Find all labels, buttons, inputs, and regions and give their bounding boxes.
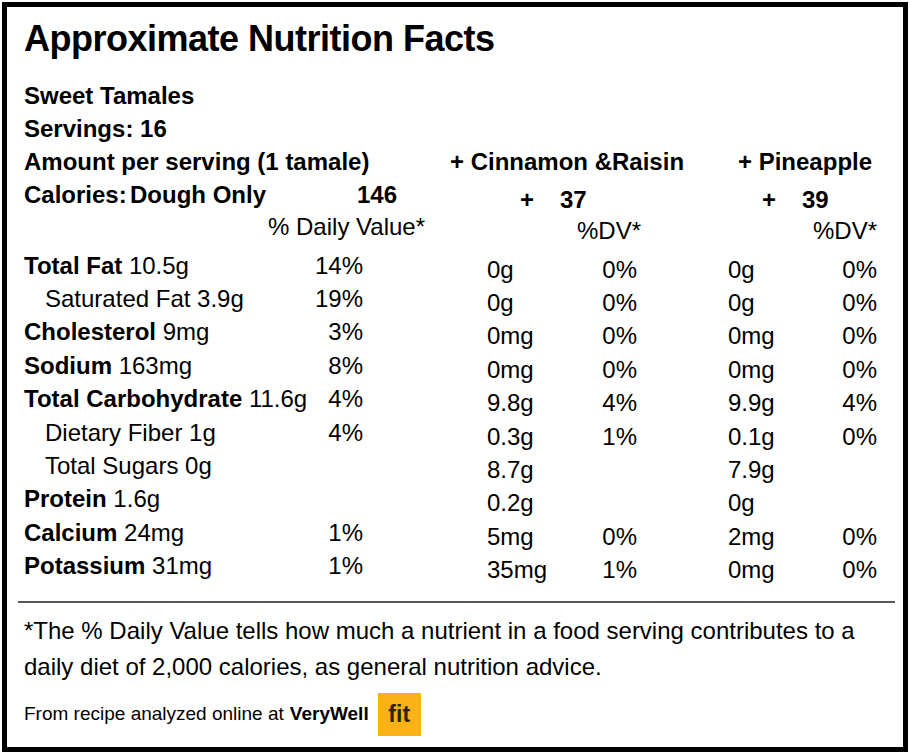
verywellfit-logo-badge: fit bbox=[378, 693, 421, 736]
nutrient-name: Saturated Fat bbox=[45, 285, 190, 312]
page-title: Approximate Nutrition Facts bbox=[24, 15, 903, 63]
cinnamon-amount: 0mg bbox=[487, 356, 577, 384]
nutrient-name: Total Carbohydrate bbox=[24, 385, 242, 412]
pineapple-amount: 0g bbox=[728, 489, 818, 517]
cinnamon-dv: 0% bbox=[577, 256, 637, 284]
nutrient-dv: 19% bbox=[287, 285, 363, 313]
calories-value: 146 bbox=[357, 178, 397, 211]
cinnamon-dv-header: %DV* bbox=[577, 215, 641, 247]
cinnamon-dv: 0% bbox=[577, 322, 637, 350]
source-brand: VeryWell bbox=[290, 703, 369, 725]
amount-per-serving-label: Amount per serving (1 tamale) bbox=[24, 145, 369, 178]
pineapple-dv: 4% bbox=[818, 389, 877, 417]
source-line: From recipe analyzed online at VeryWell … bbox=[24, 693, 903, 736]
daily-value-footnote: *The % Daily Value tells how much a nutr… bbox=[24, 603, 903, 685]
nutrient-amount: 163mg bbox=[119, 352, 192, 379]
pineapple-amount: 0mg bbox=[728, 322, 818, 350]
daily-value-header: % Daily Value* bbox=[268, 211, 425, 243]
nutrient-name: Dietary Fiber bbox=[45, 419, 182, 446]
cinnamon-amount: 35mg bbox=[487, 556, 577, 584]
pineapple-dv: 0% bbox=[818, 256, 877, 284]
calories-label: Calories: bbox=[24, 178, 127, 211]
nutrient-dv: 1% bbox=[287, 519, 363, 547]
pineapple-amount: 0.1g bbox=[728, 423, 818, 451]
pineapple-dv-header: %DV* bbox=[813, 215, 877, 247]
daily-value-header-row: % Daily Value* %DV* %DV* bbox=[24, 211, 903, 243]
table-row-total-sugars: Total Sugars 0g 8.7g 7.9g bbox=[24, 449, 903, 482]
variant-cinnamon-raisin-header: + Cinnamon &Raisin bbox=[450, 145, 684, 178]
table-row-total-carbohydrate: Total Carbohydrate 11.6g 4% 9.8g 4% 9.9g… bbox=[24, 383, 903, 416]
table-row-sodium: Sodium 163mg 8% 0mg 0% 0mg 0% bbox=[24, 349, 903, 382]
cinnamon-dv: 4% bbox=[577, 389, 637, 417]
pineapple-amount: 0mg bbox=[728, 556, 818, 584]
cinnamon-amount: 0.3g bbox=[487, 423, 577, 451]
cinnamon-dv: 1% bbox=[577, 423, 637, 451]
nutrient-dv: 1% bbox=[287, 552, 363, 580]
servings-line: Servings: 16 bbox=[24, 112, 903, 145]
nutrient-amount: 1g bbox=[189, 419, 216, 446]
amount-per-serving-row: Amount per serving (1 tamale) + Cinnamon… bbox=[24, 145, 903, 178]
product-name: Sweet Tamales bbox=[24, 79, 903, 112]
nutrient-name: Calcium bbox=[24, 519, 117, 546]
cinnamon-amount: 0g bbox=[487, 256, 577, 284]
nutrient-name: Potassium bbox=[24, 552, 145, 579]
cinnamon-amount: 0g bbox=[487, 289, 577, 317]
nutrient-dv: 4% bbox=[287, 385, 363, 413]
table-row-potassium: Potassium 31mg 1% 35mg 1% 0mg 0% bbox=[24, 550, 903, 583]
pineapple-dv: 0% bbox=[818, 556, 877, 584]
pineapple-dv: 0% bbox=[818, 423, 877, 451]
nutrient-name: Cholesterol bbox=[24, 318, 156, 345]
table-row-saturated-fat: Saturated Fat 3.9g 19% 0g 0% 0g 0% bbox=[24, 282, 903, 315]
nutrition-label-inner: Approximate Nutrition Facts Sweet Tamale… bbox=[7, 7, 903, 747]
nutrient-dv: 3% bbox=[287, 318, 363, 346]
nutrient-amount: 31mg bbox=[152, 552, 212, 579]
pineapple-amount: 0g bbox=[728, 256, 818, 284]
pineapple-amount: 0g bbox=[728, 289, 818, 317]
calories-row: Calories: Dough Only 146 + 37 + 39 bbox=[24, 178, 903, 211]
cinnamon-amount: 0.2g bbox=[487, 489, 577, 517]
cinnamon-amount: 0mg bbox=[487, 322, 577, 350]
table-row-calcium: Calcium 24mg 1% 5mg 0% 2mg 0% bbox=[24, 516, 903, 549]
pineapple-amount: 2mg bbox=[728, 523, 818, 551]
calories-sublabel: Dough Only bbox=[130, 178, 266, 211]
source-prefix: From recipe analyzed online at bbox=[24, 703, 284, 725]
nutrient-name: Total Sugars bbox=[45, 452, 178, 479]
nutrient-amount: 10.5g bbox=[129, 252, 189, 279]
nutrient-name: Sodium bbox=[24, 352, 112, 379]
pineapple-amount: 0mg bbox=[728, 356, 818, 384]
nutrient-name: Protein bbox=[24, 485, 107, 512]
pineapple-dv: 0% bbox=[818, 523, 877, 551]
nutrient-amount: 3.9g bbox=[197, 285, 244, 312]
table-row-total-fat: Total Fat 10.5g 14% 0g 0% 0g 0% bbox=[24, 249, 903, 282]
cinnamon-amount: 8.7g bbox=[487, 456, 577, 484]
nutrient-amount: 24mg bbox=[124, 519, 184, 546]
nutrient-amount: 0g bbox=[185, 452, 212, 479]
cinnamon-amount: 5mg bbox=[487, 523, 577, 551]
pineapple-dv: 0% bbox=[818, 322, 877, 350]
nutrient-table: Total Fat 10.5g 14% 0g 0% 0g 0% Saturate… bbox=[24, 249, 903, 583]
pineapple-dv: 0% bbox=[818, 356, 877, 384]
nutrient-dv: 8% bbox=[287, 352, 363, 380]
table-row-cholesterol: Cholesterol 9mg 3% 0mg 0% 0mg 0% bbox=[24, 316, 903, 349]
nutrition-label: Approximate Nutrition Facts Sweet Tamale… bbox=[2, 2, 908, 752]
nutrient-name: Total Fat bbox=[24, 252, 122, 279]
nutrient-dv: 14% bbox=[287, 252, 363, 280]
cinnamon-dv: 0% bbox=[577, 523, 637, 551]
variant-pineapple-header: + Pineapple bbox=[738, 145, 872, 178]
table-row-protein: Protein 1.6g 0.2g 0g bbox=[24, 483, 903, 516]
nutrient-amount: 1.6g bbox=[113, 485, 160, 512]
nutrient-dv: 4% bbox=[287, 419, 363, 447]
table-row-dietary-fiber: Dietary Fiber 1g 4% 0.3g 1% 0.1g 0% bbox=[24, 416, 903, 449]
pineapple-dv: 0% bbox=[818, 289, 877, 317]
nutrient-amount: 9mg bbox=[163, 318, 210, 345]
cinnamon-dv: 0% bbox=[577, 356, 637, 384]
pineapple-amount: 7.9g bbox=[728, 456, 818, 484]
cinnamon-dv: 0% bbox=[577, 289, 637, 317]
pineapple-amount: 9.9g bbox=[728, 389, 818, 417]
cinnamon-amount: 9.8g bbox=[487, 389, 577, 417]
cinnamon-dv: 1% bbox=[577, 556, 637, 584]
